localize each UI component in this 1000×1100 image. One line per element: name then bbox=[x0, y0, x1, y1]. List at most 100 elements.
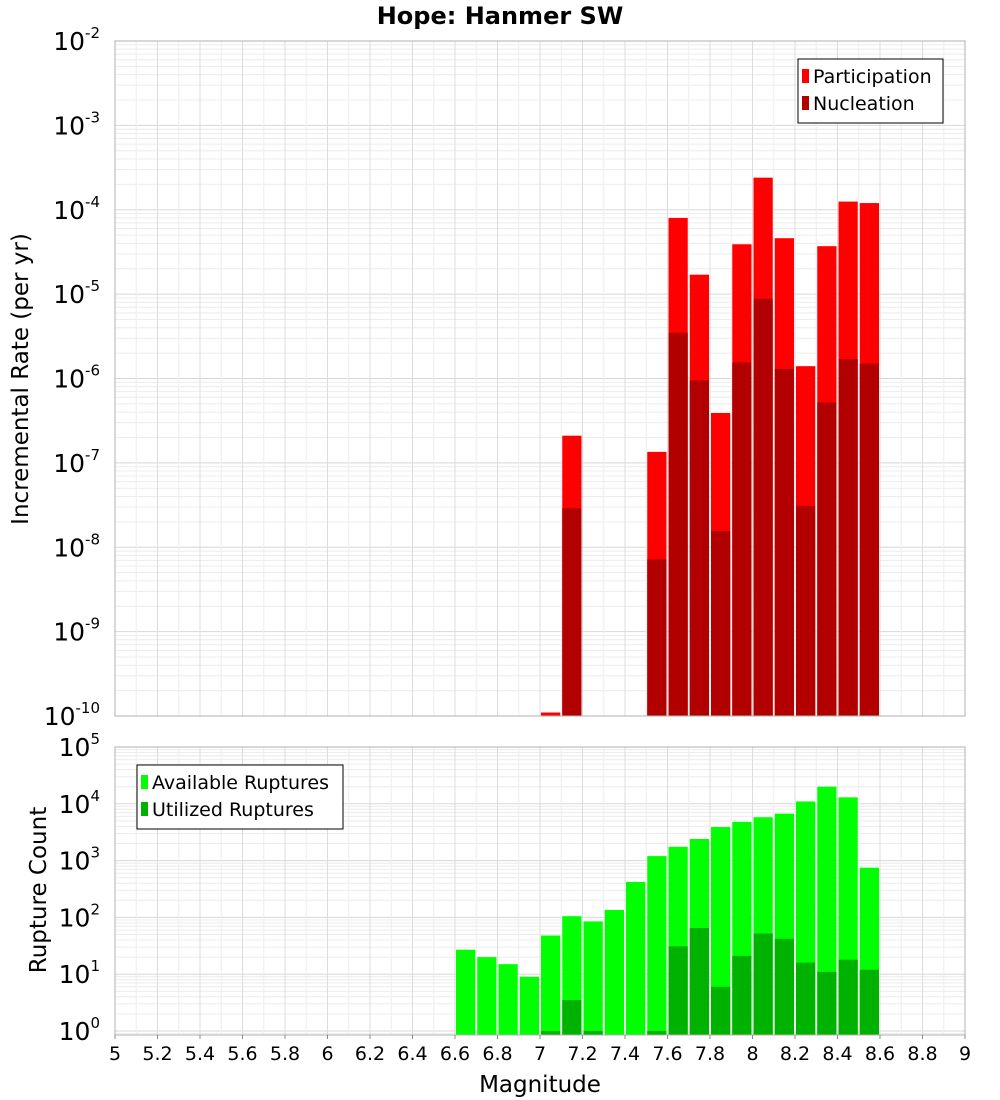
x-tick-label-12: 7.4 bbox=[610, 1043, 640, 1065]
bottom-count-panel: 100 101 102 103 104 105 5 5.2 5.4 5.6 5.8 6 6.2 6.4 6.… bbox=[59, 730, 971, 1065]
x-tick-label-5: 6 bbox=[321, 1043, 333, 1065]
bottom-bar-1-4 bbox=[541, 1030, 561, 1035]
top-y-tick-label-2: 10-8 bbox=[53, 530, 100, 562]
top-bar-1-10 bbox=[817, 402, 837, 716]
top-bar-0-0 bbox=[541, 712, 561, 716]
x-tick-label-15: 8 bbox=[746, 1043, 758, 1065]
top-y-tick-label-1: 10-9 bbox=[53, 615, 100, 647]
bottom-legend-swatch-1 bbox=[141, 802, 148, 816]
x-tick-label-16: 8.2 bbox=[780, 1043, 810, 1065]
bottom-bar-1-11 bbox=[689, 928, 709, 1035]
top-bar-1-6 bbox=[732, 362, 752, 716]
bottom-legend-swatch-0 bbox=[141, 775, 148, 789]
top-gridlines bbox=[114, 41, 966, 717]
x-tick-label-1: 5.2 bbox=[142, 1043, 172, 1065]
bottom-bar-0-0 bbox=[456, 949, 476, 1035]
bottom-y-tick-label-2: 102 bbox=[59, 900, 100, 932]
top-y-tick-label-5: 10-5 bbox=[53, 277, 100, 309]
top-legend-box bbox=[797, 58, 944, 124]
top-series-1 bbox=[562, 298, 879, 716]
bottom-bar-1-5 bbox=[562, 1000, 582, 1035]
top-bar-1-5 bbox=[711, 531, 731, 716]
top-bar-1-11 bbox=[838, 359, 858, 716]
bottom-bar-1-13 bbox=[732, 955, 752, 1035]
bottom-bar-0-1 bbox=[477, 957, 497, 1035]
top-bar-1-7 bbox=[753, 298, 773, 716]
x-tick-label-8: 6.6 bbox=[440, 1043, 470, 1065]
x-axis-label: Magnitude bbox=[479, 1072, 601, 1098]
bottom-legend-label-1: Utilized Ruptures bbox=[152, 799, 314, 821]
x-tick-label-19: 8.8 bbox=[907, 1043, 937, 1065]
bottom-bar-1-9 bbox=[647, 1030, 667, 1035]
x-tick-label-14: 7.8 bbox=[695, 1043, 725, 1065]
x-tick-label-20: 9 bbox=[959, 1043, 971, 1065]
x-tick-label-9: 6.8 bbox=[482, 1043, 512, 1065]
top-bar-1-3 bbox=[668, 332, 688, 716]
x-tick-label-13: 7.6 bbox=[652, 1043, 682, 1065]
bottom-legend-label-0: Available Ruptures bbox=[152, 772, 329, 794]
x-tick-label-6: 6.2 bbox=[355, 1043, 385, 1065]
top-legend-label-0: Participation bbox=[813, 66, 932, 88]
bottom-y-tick-label-3: 103 bbox=[59, 844, 100, 876]
bottom-series-1 bbox=[541, 928, 879, 1035]
top-bar-1-8 bbox=[774, 368, 794, 716]
bottom-bar-1-15 bbox=[774, 938, 794, 1035]
top-bar-1-2 bbox=[647, 559, 667, 716]
bottom-bar-0-6 bbox=[583, 921, 603, 1035]
bottom-bar-1-16 bbox=[796, 962, 816, 1035]
top-y-ticks: 10-10 10-9 10-8 10-7 10-6 10-5 10-4 10-3 10-2 bbox=[44, 24, 100, 731]
x-tick-label-7: 6.4 bbox=[397, 1043, 427, 1065]
top-plot-frame bbox=[114, 40, 966, 717]
bottom-y-axis-label: Rupture Count bbox=[26, 807, 52, 973]
top-legend-swatch-1 bbox=[802, 96, 809, 110]
top-y-axis-label: Incremental Rate (per yr) bbox=[8, 233, 34, 525]
bottom-bar-1-17 bbox=[817, 971, 837, 1035]
bottom-bar-0-9 bbox=[647, 856, 667, 1035]
top-legend-swatch-0 bbox=[802, 69, 809, 83]
bottom-bar-0-4 bbox=[541, 935, 561, 1035]
bottom-bar-1-14 bbox=[753, 933, 773, 1035]
bottom-bar-0-12 bbox=[711, 827, 731, 1035]
top-y-tick-label-6: 10-4 bbox=[53, 193, 100, 225]
top-legend: Participation Nucleation bbox=[797, 58, 944, 124]
x-tick-label-4: 5.8 bbox=[270, 1043, 300, 1065]
bottom-bar-1-12 bbox=[711, 986, 731, 1035]
top-bar-1-1 bbox=[562, 508, 582, 716]
chart-title: Hope: Hanmer SW bbox=[377, 2, 624, 30]
top-y-tick-label-7: 10-3 bbox=[53, 108, 100, 140]
bottom-legend-box bbox=[136, 764, 344, 830]
top-y-tick-label-0: 10-10 bbox=[44, 699, 100, 731]
x-tick-label-11: 7.2 bbox=[567, 1043, 597, 1065]
x-tick-label-17: 8.4 bbox=[822, 1043, 852, 1065]
bottom-x-ticks: 5 5.2 5.4 5.6 5.8 6 6.2 6.4 6.6 6.8 7 7.2 7.4 7.6 7.8 8… bbox=[109, 1035, 971, 1065]
top-rate-panel: 10-10 10-9 10-8 10-7 10-6 10-5 10-4 10-3 10-2 Par… bbox=[44, 24, 966, 731]
x-tick-label-0: 5 bbox=[109, 1043, 121, 1065]
bottom-bar-1-10 bbox=[668, 946, 688, 1035]
top-bar-1-4 bbox=[689, 380, 709, 716]
top-y-tick-label-3: 10-7 bbox=[53, 446, 100, 478]
x-tick-label-18: 8.6 bbox=[865, 1043, 895, 1065]
bottom-bar-1-6 bbox=[583, 1030, 603, 1035]
bottom-bar-0-3 bbox=[519, 976, 539, 1035]
top-y-tick-label-4: 10-6 bbox=[53, 362, 100, 394]
bottom-y-tick-label-0: 100 bbox=[59, 1014, 100, 1046]
top-bar-1-12 bbox=[859, 363, 879, 716]
bottom-legend: Available Ruptures Utilized Ruptures bbox=[136, 764, 344, 830]
bottom-y-tick-label-1: 101 bbox=[59, 957, 100, 989]
top-y-tick-label-8: 10-2 bbox=[53, 24, 100, 56]
bottom-y-ticks: 100 101 102 103 104 105 bbox=[59, 730, 100, 1046]
x-tick-label-2: 5.4 bbox=[185, 1043, 215, 1065]
x-tick-label-3: 5.6 bbox=[227, 1043, 257, 1065]
bottom-bar-1-19 bbox=[859, 969, 879, 1035]
top-bar-1-9 bbox=[796, 505, 816, 716]
bottom-y-tick-label-4: 104 bbox=[59, 787, 100, 819]
top-legend-label-1: Nucleation bbox=[813, 93, 915, 115]
bottom-bar-0-8 bbox=[626, 881, 646, 1035]
bottom-bar-1-18 bbox=[838, 959, 858, 1035]
bottom-y-tick-label-5: 105 bbox=[59, 730, 100, 762]
bottom-bar-0-2 bbox=[498, 964, 518, 1035]
bottom-bar-0-7 bbox=[604, 909, 624, 1035]
x-tick-label-10: 7 bbox=[534, 1043, 546, 1065]
